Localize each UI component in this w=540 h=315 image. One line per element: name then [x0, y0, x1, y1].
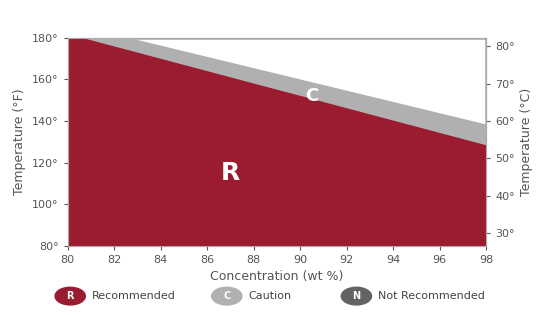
Y-axis label: Temperature (°C): Temperature (°C) [520, 88, 533, 196]
Text: C: C [223, 291, 231, 301]
Text: Caution: Caution [248, 291, 292, 301]
Text: R: R [66, 291, 74, 301]
Text: C: C [305, 87, 318, 105]
Text: N: N [352, 291, 361, 301]
Y-axis label: Temperature (°F): Temperature (°F) [14, 89, 26, 195]
X-axis label: Concentration (wt %): Concentration (wt %) [210, 270, 343, 283]
Text: N: N [374, 54, 389, 72]
Polygon shape [68, 38, 486, 246]
Text: Not Recommended: Not Recommended [378, 291, 485, 301]
Text: Recommended: Recommended [92, 291, 176, 301]
Polygon shape [79, 38, 486, 146]
Polygon shape [126, 38, 486, 125]
Text: R: R [221, 161, 240, 185]
